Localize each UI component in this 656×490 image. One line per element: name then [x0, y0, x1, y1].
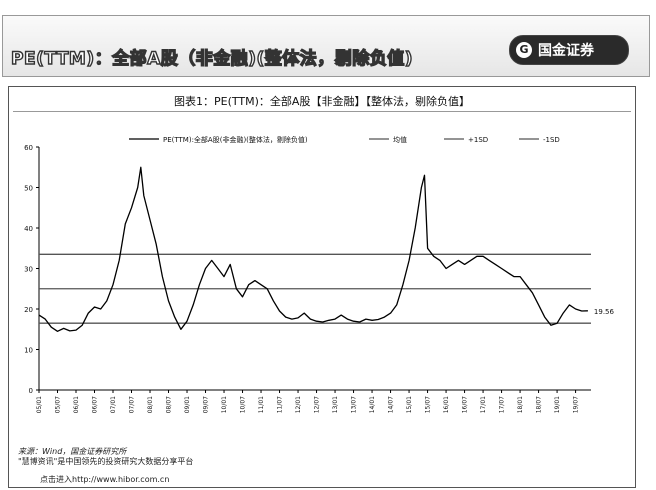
y-tick-label: 60	[24, 144, 33, 152]
y-tick-label: 20	[24, 306, 33, 314]
x-tick-label: 15/07	[425, 396, 432, 413]
x-tick-label: 09/01	[184, 396, 191, 413]
x-tick-label: 10/07	[240, 396, 247, 413]
x-tick-label: 14/01	[369, 396, 376, 413]
x-tick-label: 15/01	[406, 396, 413, 413]
x-tick-label: 06/07	[92, 396, 99, 413]
logo-mark-icon: G	[516, 42, 532, 58]
banner-title: PE(TTM)：全部A股（非金融)(整体法，剔除负值)	[10, 48, 414, 69]
y-tick-label: 0	[29, 387, 33, 395]
y-tick-label: 10	[24, 347, 33, 355]
x-tick-label: 05/01	[36, 396, 43, 413]
x-tick-label: 13/01	[332, 396, 339, 413]
x-tick-label: 08/01	[147, 396, 154, 413]
x-tick-label: 06/01	[73, 396, 80, 413]
x-tick-label: 07/07	[129, 396, 136, 413]
x-tick-label: 08/07	[166, 396, 173, 413]
x-tick-label: 19/07	[573, 396, 580, 413]
pe-series-line	[38, 166, 588, 332]
x-tick-label: 11/01	[258, 396, 265, 413]
x-tick-label: 17/01	[480, 396, 487, 413]
end-value-label: 19.56	[594, 308, 615, 316]
x-tick-label: 17/07	[499, 396, 506, 413]
company-logo: G 国金证券	[509, 35, 629, 65]
figure-title: 图表1：PE(TTM)：全部A股【非金融】【整体法，剔除负值】	[174, 95, 470, 108]
x-tick-label: 18/07	[536, 396, 543, 413]
x-tick-label: 07/01	[110, 396, 117, 413]
x-tick-label: 16/07	[462, 396, 469, 413]
legend-plus-1sd-label: +1SD	[468, 136, 488, 144]
y-tick-label: 50	[24, 185, 33, 193]
x-tick-label: 10/01	[221, 396, 228, 413]
legend-pe-label: PE(TTM):全部A股(非金融)(整体法，剔除负值)	[163, 135, 308, 144]
footnote: "慧博资讯"是中国领先的投资研究大数据分享平台	[18, 457, 194, 466]
x-tick-label: 16/01	[443, 396, 450, 413]
figure-frame: 图表1：PE(TTM)：全部A股【非金融】【整体法，剔除负值】 0 10 20 30 4…	[8, 86, 636, 488]
x-tick-label: 05/07	[55, 396, 62, 413]
x-tick-label: 19/01	[554, 396, 561, 413]
x-tick-label: 12/01	[295, 396, 302, 413]
report-banner: PE(TTM)：全部A股（非金融)(整体法，剔除负值) G 国金证券	[2, 15, 650, 77]
source-note: 来源：Wind，国金证券研究所	[18, 447, 127, 456]
y-tick-label: 40	[24, 225, 33, 233]
x-tick-label: 18/01	[517, 396, 524, 413]
x-tick-label: 12/07	[314, 396, 321, 413]
x-tick-label: 11/07	[277, 396, 284, 413]
top-strip	[0, 0, 656, 12]
x-tick-label: 13/07	[351, 396, 358, 413]
logo-text: 国金证券	[538, 43, 594, 59]
x-tick-label: 09/07	[203, 396, 210, 413]
legend-minus-1sd-label: -1SD	[543, 136, 560, 144]
x-tick-label: 14/07	[388, 396, 395, 413]
legend-mean-label: 均值	[393, 135, 407, 144]
pe-line-chart: 0 10 20 30 40 50 60 05/01 05/07 06/01 06/07 07/01 07…	[24, 135, 615, 413]
y-tick-label: 30	[24, 266, 33, 274]
title-divider	[13, 111, 631, 112]
hibor-link[interactable]: 点击进入http://www.hibor.com.cn	[40, 475, 170, 484]
